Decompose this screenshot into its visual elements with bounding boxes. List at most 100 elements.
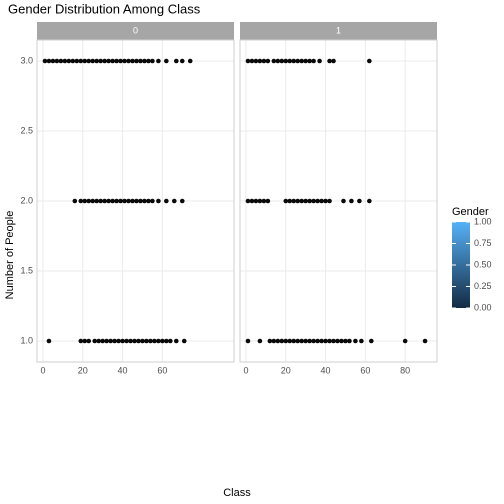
point: [146, 58, 151, 64]
y-tick-label: 3.0: [20, 55, 33, 65]
point: [150, 58, 155, 64]
point: [245, 198, 251, 204]
point: [349, 198, 354, 204]
point: [271, 58, 277, 64]
point: [118, 198, 123, 204]
point: [130, 198, 135, 204]
point: [245, 338, 251, 344]
point: [132, 338, 137, 344]
point: [261, 58, 267, 64]
point: [257, 198, 263, 204]
colorbar: [452, 222, 470, 308]
point: [257, 58, 263, 64]
point: [122, 58, 127, 64]
point: [102, 58, 107, 64]
point: [319, 338, 324, 344]
point: [172, 198, 177, 204]
point: [156, 58, 161, 64]
point: [253, 198, 259, 204]
y-tick-label: 2.0: [20, 195, 33, 205]
point: [367, 58, 372, 64]
point: [72, 198, 78, 204]
x-tick-label: 20: [78, 365, 88, 375]
point: [311, 198, 316, 204]
facet-label: 0: [133, 25, 138, 35]
point: [96, 338, 101, 344]
point: [128, 338, 133, 344]
point: [160, 338, 165, 344]
point: [181, 338, 187, 344]
point: [126, 198, 131, 204]
point: [327, 58, 332, 64]
point: [343, 338, 348, 344]
point: [106, 58, 111, 64]
point: [339, 338, 344, 344]
point: [120, 338, 125, 344]
point: [283, 198, 289, 204]
point: [78, 338, 84, 344]
point: [287, 58, 293, 64]
panel-border: [36, 39, 235, 363]
x-tick-label: 0: [243, 365, 248, 375]
point: [173, 58, 179, 64]
point: [144, 338, 149, 344]
point: [422, 338, 428, 344]
point: [291, 338, 297, 344]
point: [142, 58, 147, 64]
point: [335, 338, 340, 344]
colorbar-tick-label: 0.75: [474, 238, 492, 248]
point: [86, 58, 92, 64]
point: [315, 338, 320, 344]
panel-border: [239, 39, 438, 363]
point: [134, 58, 139, 64]
point: [114, 198, 119, 204]
colorbar-tick-label: 0.25: [474, 281, 492, 291]
point: [164, 198, 169, 204]
point: [249, 58, 255, 64]
point: [327, 198, 332, 204]
point: [86, 338, 92, 344]
point: [82, 198, 88, 204]
point: [327, 338, 332, 344]
point: [78, 198, 84, 204]
x-tick-label: 40: [321, 365, 331, 375]
point: [46, 58, 52, 64]
point: [112, 338, 117, 344]
point: [146, 198, 151, 204]
point: [114, 58, 119, 64]
point: [187, 58, 193, 64]
point: [267, 338, 273, 344]
point: [156, 338, 161, 344]
facet-strip: [240, 22, 437, 40]
point: [341, 198, 346, 204]
point: [367, 198, 372, 204]
point: [299, 198, 304, 204]
point: [295, 58, 301, 64]
point: [74, 58, 80, 64]
point: [283, 58, 289, 64]
point: [319, 198, 324, 204]
point: [353, 338, 358, 344]
point: [156, 198, 161, 204]
point: [299, 338, 304, 344]
facet-strip: [37, 22, 234, 40]
point: [98, 198, 103, 204]
point: [78, 58, 84, 64]
chart-title: Gender Distribution Among Class: [8, 1, 201, 16]
point: [62, 58, 68, 64]
point: [287, 198, 293, 204]
point: [271, 338, 277, 344]
x-tick-label: 20: [281, 365, 291, 375]
y-tick-label: 1.0: [20, 335, 33, 345]
point: [82, 58, 88, 64]
point: [98, 58, 103, 64]
point: [257, 338, 263, 344]
point: [148, 338, 153, 344]
point: [287, 338, 293, 344]
y-axis-label: Number of People: [4, 211, 16, 300]
point: [311, 58, 316, 64]
point: [307, 58, 312, 64]
point: [291, 198, 297, 204]
point: [94, 198, 99, 204]
point: [116, 338, 121, 344]
